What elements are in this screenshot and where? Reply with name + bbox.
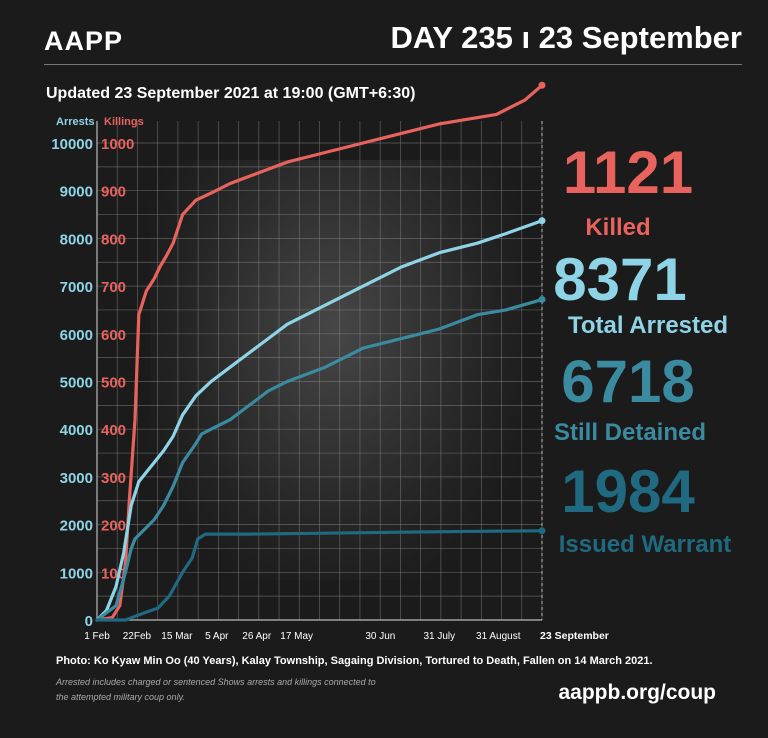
x-tick-label: 1 Feb — [84, 631, 110, 642]
x-tick-label: 17 May — [280, 631, 313, 642]
background-portrait — [150, 160, 520, 580]
left-tick-label: 6000 — [60, 327, 93, 344]
killings-tick-label: 800 — [101, 231, 126, 248]
right-axis-title: Killings — [104, 116, 144, 128]
x-tick-label: 26 Apr — [242, 631, 272, 642]
x-tick-label: 31 July — [423, 631, 455, 642]
detained-value: 6718 — [561, 348, 695, 415]
killings-line — [95, 83, 544, 622]
photo-caption: Photo: Ko Kyaw Min Oo (40 Years), Kalay … — [56, 655, 653, 667]
killings-tick-label: 400 — [101, 422, 126, 439]
killings-tick-label: 300 — [101, 470, 126, 487]
website-link[interactable]: aappb.org/coup — [558, 681, 717, 704]
x-tick-label: 15 Mar — [161, 631, 193, 642]
killed-label: Killed — [585, 214, 651, 241]
header-divider — [44, 64, 742, 65]
detained-label: Still Detained — [553, 419, 707, 446]
left-tick-label: 4000 — [60, 422, 93, 439]
killings-tick-label: 600 — [101, 327, 126, 344]
x-tick-label: 22Feb — [123, 631, 152, 642]
killings-tick-label: 500 — [101, 375, 126, 392]
arrested-label: Total Arrested — [567, 312, 729, 339]
killings-tick-label: 900 — [101, 184, 126, 201]
left-tick-label: 2000 — [60, 518, 93, 535]
warrant-value: 1984 — [561, 458, 695, 525]
x-tick-label: 31 August — [476, 631, 521, 642]
x-tick-label: 30 Jun — [365, 631, 395, 642]
issued-warrant-line — [95, 529, 544, 622]
updated-text: Updated 23 September 2021 at 19:00 (GMT+… — [46, 85, 416, 102]
killings-endpoint — [538, 81, 546, 89]
total-arrested-line — [95, 219, 544, 622]
x-tick-label: 5 Apr — [205, 631, 229, 642]
left-tick-label: 7000 — [60, 279, 93, 296]
left-axis-title: Arrests — [56, 116, 95, 128]
killings-tick-label: 1000 — [101, 136, 134, 153]
day-title: DAY 235 ı 23 September — [390, 20, 742, 55]
left-tick-label: 9000 — [60, 184, 93, 201]
x-tick-label: 23 September — [540, 630, 609, 642]
left-tick-label: 5000 — [60, 375, 93, 392]
still-detained-line — [95, 298, 544, 622]
killed-value: 1121 — [562, 139, 694, 206]
logo: AAPP — [44, 26, 124, 56]
arrested-value: 8371 — [553, 246, 687, 313]
warrant-label: Issued Warrant — [558, 531, 732, 558]
left-tick-label: 8000 — [60, 231, 93, 248]
issued-warrant-endpoint — [538, 527, 546, 535]
left-tick-label: 1000 — [60, 565, 93, 582]
footnote: Arrested includes charged or sentenced S… — [56, 677, 376, 702]
left-tick-label: 3000 — [60, 470, 93, 487]
still-detained-endpoint — [538, 296, 546, 304]
killings-tick-label: 200 — [101, 518, 126, 535]
left-tick-label: 0 — [85, 613, 93, 630]
left-tick-label: 10000 — [51, 136, 93, 153]
total-arrested-endpoint — [538, 217, 546, 225]
killings-tick-label: 700 — [101, 279, 126, 296]
